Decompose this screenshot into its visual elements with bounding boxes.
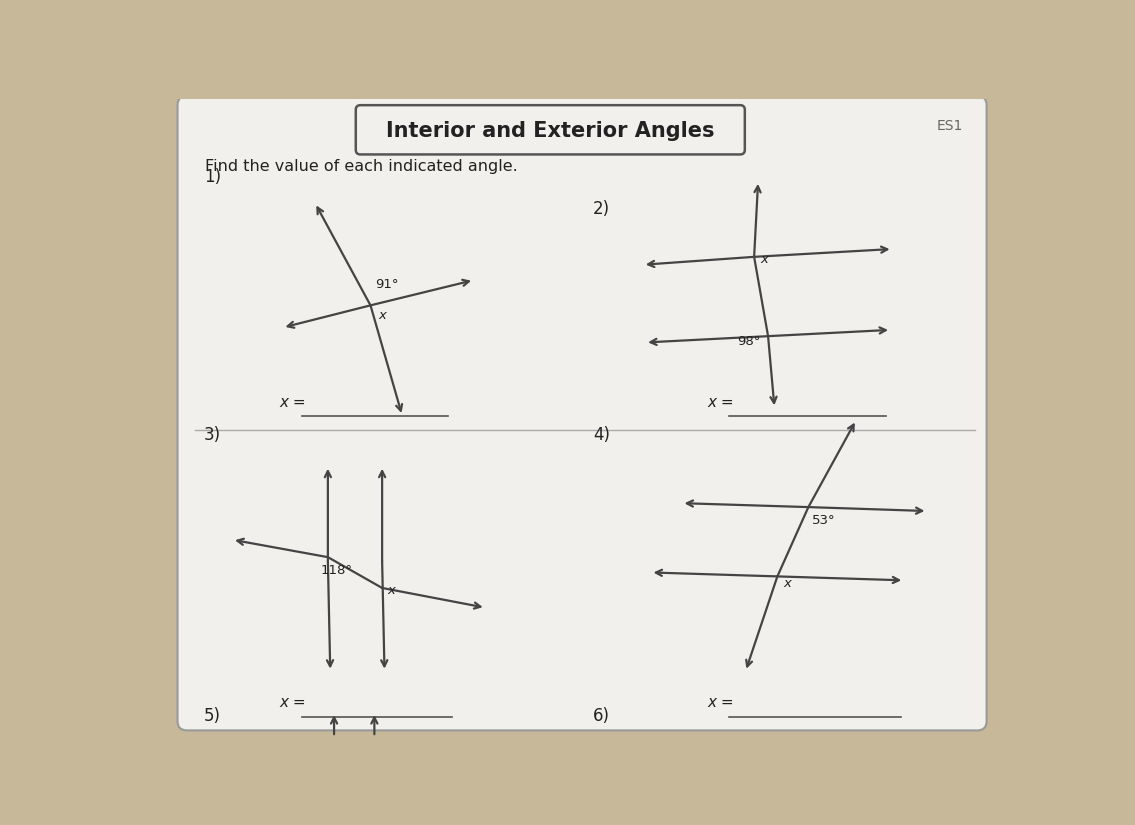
Text: x =: x =: [707, 695, 734, 710]
Text: Find the value of each indicated angle.: Find the value of each indicated angle.: [205, 159, 519, 174]
Text: 1): 1): [204, 168, 221, 186]
Text: 53°: 53°: [813, 514, 835, 527]
Text: 91°: 91°: [376, 278, 398, 291]
Text: x: x: [378, 309, 386, 323]
Text: 4): 4): [592, 426, 609, 444]
Text: x =: x =: [280, 695, 306, 710]
Text: x: x: [387, 584, 395, 597]
Text: 118°: 118°: [320, 564, 352, 578]
Text: 5): 5): [204, 707, 221, 725]
Text: x =: x =: [280, 395, 306, 410]
Text: ES1: ES1: [938, 119, 964, 133]
FancyBboxPatch shape: [177, 96, 986, 730]
Text: 98°: 98°: [737, 336, 760, 348]
Text: x: x: [760, 253, 768, 266]
Text: 2): 2): [592, 200, 609, 219]
Text: 3): 3): [204, 426, 221, 444]
Text: 6): 6): [592, 707, 609, 725]
Text: x =: x =: [707, 395, 734, 410]
Text: x: x: [783, 578, 791, 590]
FancyBboxPatch shape: [355, 105, 745, 154]
Text: Interior and Exterior Angles: Interior and Exterior Angles: [386, 120, 715, 140]
